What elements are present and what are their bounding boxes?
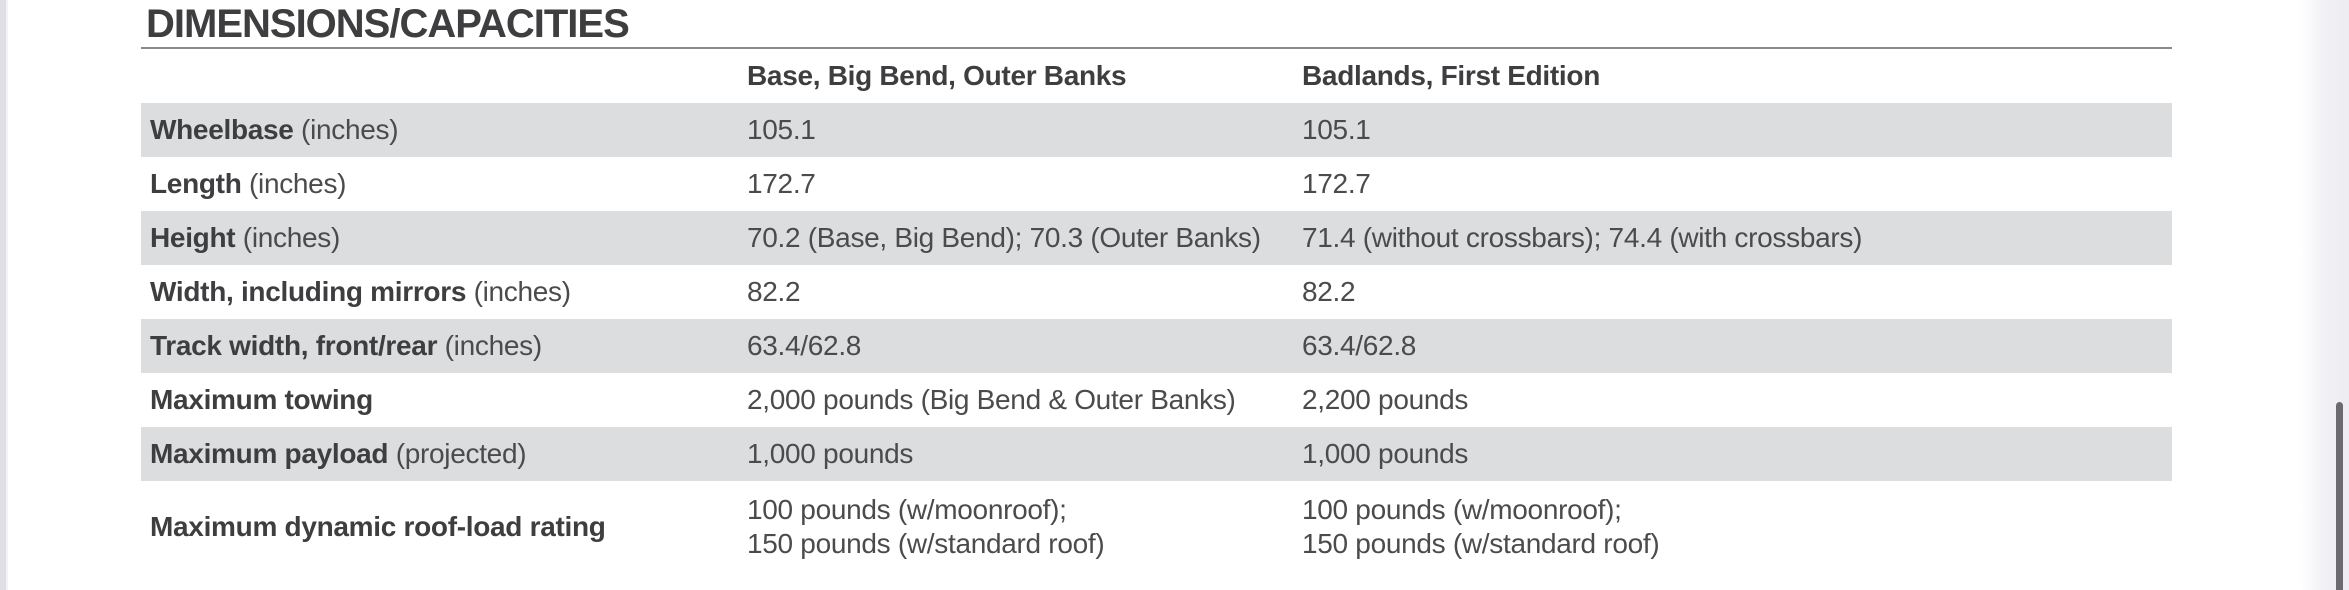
spec-table: Base, Big Bend, Outer Banks Badlands, Fir… — [141, 49, 2172, 573]
table-header-row: Base, Big Bend, Outer Banks Badlands, Fir… — [141, 49, 2172, 103]
cell-base-bigbend-outerbanks: 82.2 — [747, 276, 801, 307]
table-row: Height (inches) 70.2 (Base, Big Bend); 70… — [141, 211, 2172, 265]
cell-badlands-firstedition: 82.2 — [1302, 276, 1356, 307]
cell-badlands-firstedition: 71.4 (without crossbars); 74.4 (with cro… — [1302, 222, 1863, 253]
row-label: Track width, front/rear (inches) — [150, 330, 542, 361]
page-left-edge — [0, 0, 8, 590]
cell-badlands-firstedition: 2,200 pounds — [1302, 384, 1469, 415]
title-divider — [141, 47, 2172, 49]
row-label: Wheelbase (inches) — [150, 114, 399, 145]
row-label: Length (inches) — [150, 168, 347, 199]
row-label: Width, including mirrors (inches) — [150, 276, 571, 307]
spec-sheet-section: DIMENSIONS/CAPACITIES Base, Big Bend, Ou… — [141, 0, 2172, 573]
column-header: Base, Big Bend, Outer Banks — [747, 60, 1127, 91]
column-header: Badlands, First Edition — [1302, 60, 1601, 91]
row-label: Maximum dynamic roof-load rating — [150, 511, 606, 542]
row-label: Height (inches) — [150, 222, 340, 253]
cell-base-bigbend-outerbanks: 2,000 pounds (Big Bend & Outer Banks) — [747, 384, 1236, 415]
section-title: DIMENSIONS/CAPACITIES — [146, 2, 630, 46]
cell-base-bigbend-outerbanks: 70.2 (Base, Big Bend); 70.3 (Outer Banks… — [747, 222, 1261, 253]
scrollbar-track[interactable] — [2300, 0, 2349, 590]
cell-badlands-firstedition: 172.7 — [1302, 168, 1371, 199]
row-label: Maximum towing — [150, 384, 373, 415]
table-row: Width, including mirrors (inches) 82.2 82.… — [141, 265, 2172, 319]
cell-badlands-firstedition: 63.4/62.8 — [1302, 330, 1417, 361]
table-row: Length (inches) 172.7 172.7 — [141, 157, 2172, 211]
table-row: Maximum towing 2,000 pounds (Big Bend & O… — [141, 373, 2172, 427]
cell-base-bigbend-outerbanks: 1,000 pounds — [747, 438, 914, 469]
table-row: Track width, front/rear (inches) 63.4/62.… — [141, 319, 2172, 373]
table-row: Maximum dynamic roof-load rating 100 poun… — [141, 481, 2172, 573]
cell-badlands-firstedition: 105.1 — [1302, 114, 1371, 145]
cell-badlands-firstedition: 100 pounds (w/moonroof); 150 pounds (w/s… — [1302, 494, 1660, 559]
scrollbar-thumb[interactable] — [2336, 402, 2343, 590]
cell-base-bigbend-outerbanks: 100 pounds (w/moonroof); 150 pounds (w/s… — [747, 494, 1105, 559]
table-row: Wheelbase (inches) 105.1 105.1 — [141, 103, 2172, 157]
row-label: Maximum payload (projected) — [150, 438, 527, 469]
cell-base-bigbend-outerbanks: 172.7 — [747, 168, 816, 199]
table-row: Maximum payload (projected) 1,000 pounds 1… — [141, 427, 2172, 481]
cell-base-bigbend-outerbanks: 105.1 — [747, 114, 816, 145]
cell-base-bigbend-outerbanks: 63.4/62.8 — [747, 330, 862, 361]
cell-badlands-firstedition: 1,000 pounds — [1302, 438, 1469, 469]
